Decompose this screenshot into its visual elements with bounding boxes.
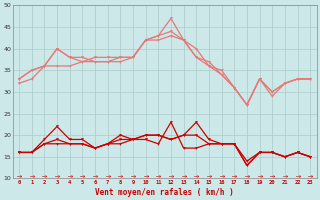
- X-axis label: Vent moyen/en rafales ( km/h ): Vent moyen/en rafales ( km/h ): [95, 188, 234, 197]
